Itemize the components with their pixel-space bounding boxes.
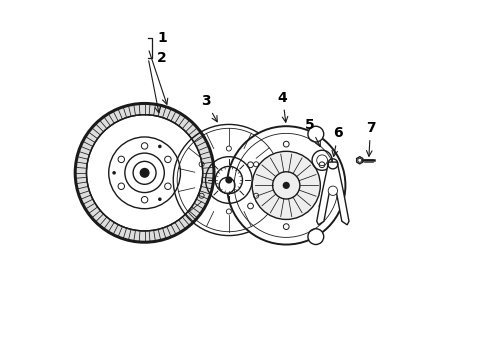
Text: 7: 7 — [366, 121, 375, 156]
Circle shape — [158, 197, 162, 201]
Text: 4: 4 — [278, 90, 288, 122]
Circle shape — [158, 145, 162, 148]
Circle shape — [308, 229, 324, 244]
Circle shape — [76, 104, 214, 242]
Circle shape — [308, 126, 324, 142]
Circle shape — [87, 115, 203, 231]
Circle shape — [219, 177, 235, 193]
Circle shape — [140, 168, 149, 177]
Circle shape — [227, 126, 345, 244]
Circle shape — [252, 151, 320, 220]
Text: 2: 2 — [157, 51, 167, 65]
Circle shape — [328, 186, 338, 195]
Polygon shape — [317, 162, 349, 225]
Text: 6: 6 — [332, 126, 343, 156]
Text: 3: 3 — [201, 94, 217, 122]
Text: 1: 1 — [157, 31, 167, 45]
Circle shape — [112, 171, 116, 175]
Polygon shape — [357, 157, 363, 164]
Circle shape — [225, 176, 232, 184]
Text: 5: 5 — [305, 118, 320, 147]
Circle shape — [283, 182, 290, 189]
